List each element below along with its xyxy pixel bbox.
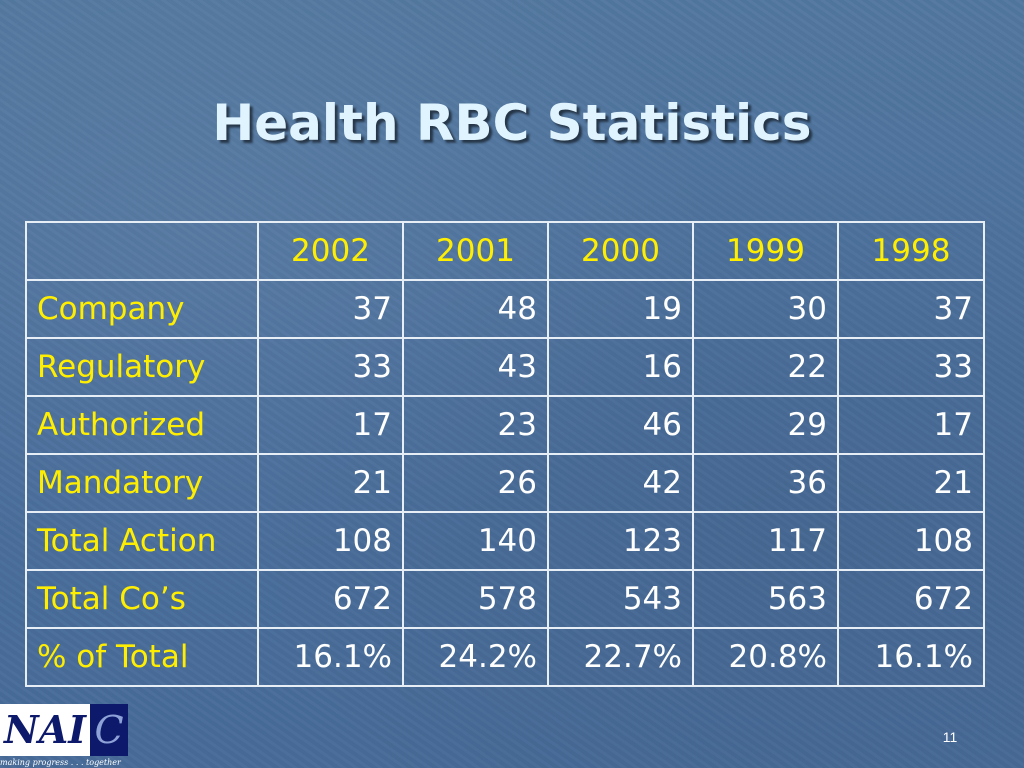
year-header: 2002 — [257, 221, 404, 281]
statistics-table: 2002 2001 2000 1999 1998 Company 37 48 1… — [25, 221, 985, 687]
row-label: Company — [25, 279, 259, 339]
table-cell: 17 — [257, 395, 404, 455]
slide-title: Health RBC Statistics — [212, 94, 812, 152]
table-cell: 42 — [547, 453, 694, 513]
row-label: Total Co’s — [25, 569, 259, 629]
table-cell: 33 — [257, 337, 404, 397]
table-header-row: 2002 2001 2000 1999 1998 — [25, 221, 985, 281]
table-cell: 19 — [547, 279, 694, 339]
table-cell: 20.8% — [692, 627, 839, 687]
table-cell: 37 — [837, 279, 985, 339]
table-row: % of Total 16.1% 24.2% 22.7% 20.8% 16.1% — [25, 627, 985, 687]
table-cell: 16 — [547, 337, 694, 397]
table-cell: 672 — [257, 569, 404, 629]
table-cell: 37 — [257, 279, 404, 339]
table-cell: 123 — [547, 511, 694, 571]
table-cell: 21 — [257, 453, 404, 513]
row-label: % of Total — [25, 627, 259, 687]
table-cell: 36 — [692, 453, 839, 513]
table-cell: 46 — [547, 395, 694, 455]
year-header: 2000 — [547, 221, 694, 281]
logo-text-c: C — [90, 704, 128, 756]
naic-logo: NAI C — [0, 704, 128, 756]
table-cell: 108 — [257, 511, 404, 571]
row-label: Total Action — [25, 511, 259, 571]
table-cell: 22.7% — [547, 627, 694, 687]
table-cell: 16.1% — [837, 627, 985, 687]
row-label: Mandatory — [25, 453, 259, 513]
table-row: Mandatory 21 26 42 36 21 — [25, 453, 985, 513]
logo-tagline: making progress . . . together — [0, 758, 121, 767]
table-cell: 578 — [402, 569, 549, 629]
table-cell: 672 — [837, 569, 985, 629]
table-cell: 43 — [402, 337, 549, 397]
table-cell: 117 — [692, 511, 839, 571]
table-cell: 30 — [692, 279, 839, 339]
year-header: 2001 — [402, 221, 549, 281]
table-row: Total Action 108 140 123 117 108 — [25, 511, 985, 571]
table-cell: 26 — [402, 453, 549, 513]
table-cell: 17 — [837, 395, 985, 455]
table-cell: 16.1% — [257, 627, 404, 687]
row-label: Authorized — [25, 395, 259, 455]
table-cell: 23 — [402, 395, 549, 455]
table-cell: 33 — [837, 337, 985, 397]
table-cell: 563 — [692, 569, 839, 629]
year-header: 1998 — [837, 221, 985, 281]
table-row: Company 37 48 19 30 37 — [25, 279, 985, 339]
corner-cell — [25, 221, 259, 281]
table-cell: 140 — [402, 511, 549, 571]
table-cell: 24.2% — [402, 627, 549, 687]
year-header: 1999 — [692, 221, 839, 281]
page-number: 11 — [942, 729, 958, 745]
table-cell: 543 — [547, 569, 694, 629]
logo-text-nai: NAI — [0, 704, 90, 756]
table-cell: 21 — [837, 453, 985, 513]
table-cell: 108 — [837, 511, 985, 571]
table-cell: 22 — [692, 337, 839, 397]
table-row: Total Co’s 672 578 543 563 672 — [25, 569, 985, 629]
table-row: Authorized 17 23 46 29 17 — [25, 395, 985, 455]
table-cell: 29 — [692, 395, 839, 455]
row-label: Regulatory — [25, 337, 259, 397]
table-row: Regulatory 33 43 16 22 33 — [25, 337, 985, 397]
table-cell: 48 — [402, 279, 549, 339]
